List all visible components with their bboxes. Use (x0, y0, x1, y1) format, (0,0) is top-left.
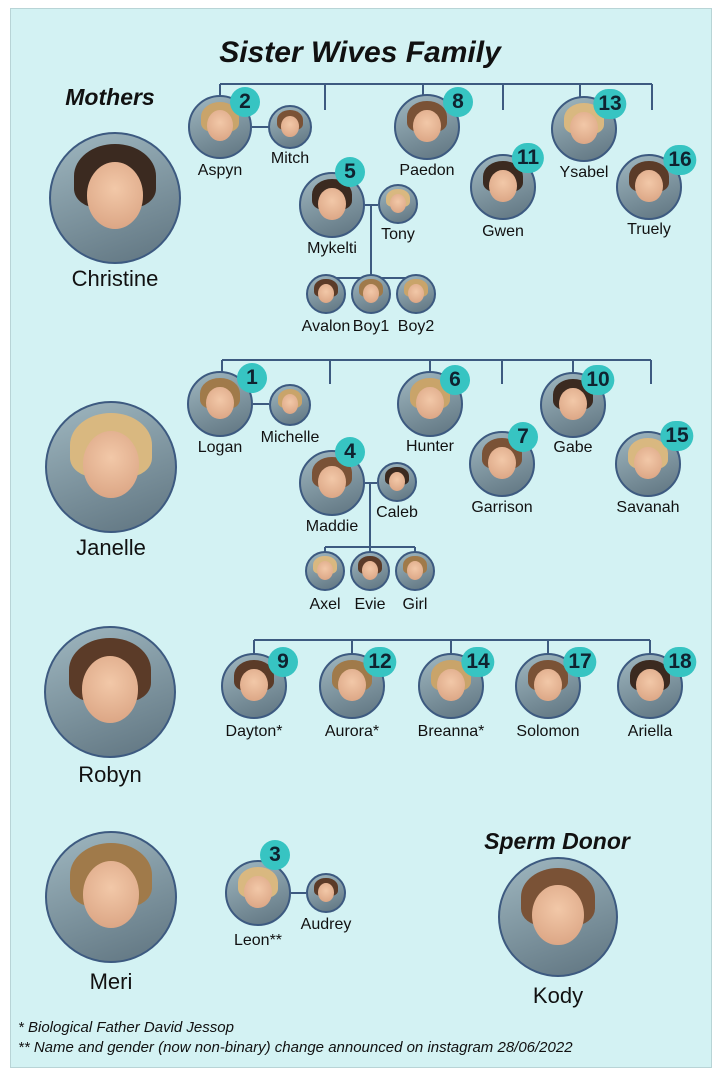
aurora-photo (319, 653, 385, 719)
mother-christine-photo (49, 132, 181, 264)
boy1-photo (351, 274, 391, 314)
mother-robyn-photo (44, 626, 176, 758)
birth-order-badge: 12 (363, 647, 397, 677)
tony-name-label: Tony (381, 226, 415, 243)
birth-order-badge: 10 (581, 365, 615, 395)
mother-name-label: Robyn (78, 762, 142, 787)
evie-name-label: Evie (354, 596, 386, 613)
savanah-photo (615, 431, 681, 497)
leon-name-label: Leon** (233, 932, 283, 949)
aspyn-name-label: Aspyn (197, 162, 243, 179)
dayton-name-label: Dayton* (225, 723, 283, 740)
mother-meri-photo (45, 831, 177, 963)
audrey-name-label: Audrey (300, 916, 352, 933)
tony-photo (378, 184, 418, 224)
birth-order-badge: 17 (563, 647, 597, 677)
girl-name-label: Girl (402, 596, 428, 613)
diagram-title: Sister Wives Family (219, 36, 501, 69)
birth-order-badge: 7 (508, 422, 538, 452)
avalon-name-label: Avalon (301, 318, 351, 335)
logan-name-label: Logan (197, 439, 243, 456)
gwen-name-label: Gwen (482, 223, 524, 240)
axel-name-label: Axel (309, 596, 341, 613)
birth-order-badge: 13 (593, 89, 627, 119)
gabe-name-label: Gabe (553, 439, 593, 456)
truely-photo (616, 154, 682, 220)
caleb-photo (377, 462, 417, 502)
savanah-name-label: Savanah (616, 499, 680, 516)
garrison-name-label: Garrison (471, 499, 533, 516)
paedon-name-label: Paedon (399, 162, 455, 179)
birth-order-badge: 3 (260, 840, 290, 870)
mother-name-label: Christine (71, 266, 159, 291)
birth-order-badge: 16 (663, 145, 697, 175)
girl-photo (395, 551, 435, 591)
ysabel-name-label: Ysabel (559, 164, 609, 181)
solomon-name-label: Solomon (516, 723, 580, 740)
boy2-name-label: Boy2 (397, 318, 435, 335)
footnote-1: * Biological Father David Jessop (18, 1019, 234, 1036)
avalon-photo (306, 274, 346, 314)
paedon-photo (394, 94, 460, 160)
boy2-photo (396, 274, 436, 314)
birth-order-badge: 18 (663, 647, 697, 677)
mother-name-label: Janelle (76, 535, 146, 560)
mothers-heading: Mothers (65, 84, 155, 110)
hunter-name-label: Hunter (405, 438, 455, 455)
leon-photo (225, 860, 291, 926)
footnote-2: ** Name and gender (now non-binary) chan… (18, 1039, 573, 1056)
birth-order-badge: 8 (443, 87, 473, 117)
birth-order-badge: 11 (511, 143, 545, 173)
mother-name-label: Meri (89, 969, 133, 994)
michelle-name-label: Michelle (260, 429, 320, 446)
birth-order-badge: 1 (237, 363, 267, 393)
axel-photo (305, 551, 345, 591)
truely-name-label: Truely (627, 221, 671, 238)
donor-kody-photo (498, 857, 618, 977)
maddie-name-label: Maddie (305, 518, 359, 535)
boy1-name-label: Boy1 (352, 318, 390, 335)
donor-name-label: Kody (532, 983, 584, 1008)
birth-order-badge: 2 (230, 87, 260, 117)
donor-heading: Sperm Donor (484, 828, 630, 854)
ariella-name-label: Ariella (627, 723, 673, 740)
mitch-name-label: Mitch (270, 150, 310, 167)
maddie-photo (299, 450, 365, 516)
birth-order-badge: 9 (268, 647, 298, 677)
mother-janelle-photo (45, 401, 177, 533)
michelle-photo (269, 384, 311, 426)
evie-photo (350, 551, 390, 591)
birth-order-badge: 4 (335, 437, 365, 467)
mitch-photo (268, 105, 312, 149)
birth-order-badge: 6 (440, 365, 470, 395)
aurora-name-label: Aurora* (324, 723, 380, 740)
birth-order-badge: 14 (461, 647, 495, 677)
audrey-photo (306, 873, 346, 913)
birth-order-badge: 5 (335, 157, 365, 187)
birth-order-badge: 15 (660, 421, 694, 451)
caleb-name-label: Caleb (376, 504, 418, 521)
breanna-name-label: Breanna* (417, 723, 485, 740)
mykelti-name-label: Mykelti (307, 240, 357, 257)
